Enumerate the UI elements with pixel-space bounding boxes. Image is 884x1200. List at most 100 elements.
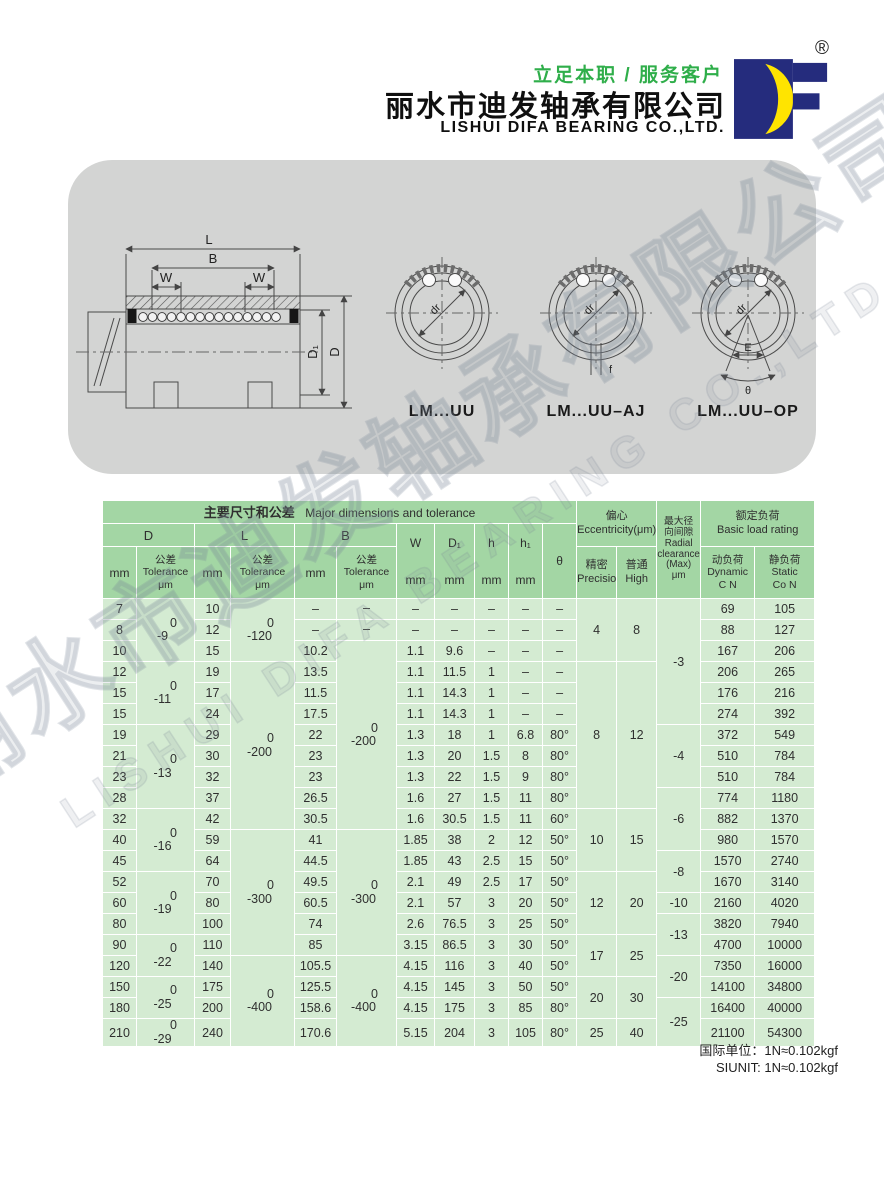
- table-row: 210 0 -29 240 170.6 5.15 204 3 105 80° 25 40 21100 54…: [102, 1018, 816, 1047]
- cell-d1: 20: [434, 745, 475, 767]
- cell-h1: 9: [508, 766, 543, 788]
- cell-static: 34800: [754, 976, 816, 998]
- table-row: 45 64 44.5 1.85 43 2.5 15 50° -8 1570 2740: [102, 850, 816, 893]
- cell-l: 80: [194, 892, 231, 914]
- cell-b: 170.6: [294, 1018, 337, 1047]
- cell-theta: 80°: [541, 745, 578, 767]
- cell-dynamic: 274: [700, 703, 756, 725]
- cell-d_tol: 0 -13: [136, 724, 195, 809]
- tolerance-line: μm: [255, 578, 270, 591]
- dimensions-table: 主要尺寸和公差 Major dimensions and tolerance 偏…: [101, 500, 816, 1047]
- cell-theta: 50°: [541, 892, 578, 914]
- table-row: 60 80 60.5 2.1 57 3 20 50° -10 2160 4020: [102, 892, 816, 914]
- cell-h1: 8: [508, 745, 543, 767]
- clearance-line: 向间隙: [663, 526, 694, 538]
- cell-w: 1.6: [396, 787, 435, 809]
- dim-label-D: D: [327, 347, 342, 356]
- cell-b: –: [294, 619, 337, 641]
- table-row: 52 0 -19 70 49.5 2.1 49 2.5 17 50° 12 20 1670 3140: [102, 871, 816, 935]
- cell-l: 17: [194, 682, 231, 704]
- cell-d: 180: [102, 997, 137, 1019]
- cell-h1: –: [508, 598, 543, 620]
- cell-d: 40: [102, 829, 137, 851]
- cell-l: 240: [194, 1018, 231, 1047]
- load-title-cn: 额定负荷: [735, 509, 780, 522]
- table-row: 180 200 158.6 4.15 175 3 85 80° -25 16400 40000: [102, 997, 816, 1047]
- cell-theta: 50°: [541, 976, 578, 998]
- table-row: 23 32 23 1.3 22 1.5 9 80° 510 784: [102, 766, 816, 788]
- cell-w: 4.15: [396, 976, 435, 998]
- cell-d1: 86.5: [434, 934, 475, 956]
- col-unit: mm: [444, 572, 465, 587]
- cell-d: 21: [102, 745, 137, 767]
- bore-label-dr-2: dr: [582, 302, 598, 318]
- cell-w: 1.1: [396, 703, 435, 725]
- cell-clearance: -10: [656, 892, 702, 914]
- cell-d: 45: [102, 850, 137, 872]
- eccentricity-title-cn: 偏心: [605, 509, 628, 522]
- bearing-front-view-aj: [540, 257, 652, 375]
- cell-theta: 50°: [541, 850, 578, 872]
- cell-d: 120: [102, 955, 137, 977]
- view-caption-op: LM...UU–OP: [697, 403, 799, 420]
- cell-d1: 11.5: [434, 661, 475, 683]
- clearance-line: (Max): [666, 559, 692, 571]
- cell-dynamic: 88: [700, 619, 756, 641]
- cell-d: 52: [102, 871, 137, 893]
- bore-label-dr-1: dr: [428, 302, 444, 318]
- view-caption-aj: LM...UU–AJ: [547, 403, 646, 420]
- cell-h: 3: [474, 976, 509, 998]
- cell-w: 1.3: [396, 724, 435, 746]
- cell-d1: 204: [434, 1018, 475, 1047]
- cell-theta: –: [541, 703, 578, 725]
- basic-load-rating-header: 额定负荷 Basic load rating: [700, 500, 816, 547]
- cell-d: 90: [102, 934, 137, 956]
- cell-dynamic: 167: [700, 640, 756, 662]
- dim-label-B: B: [209, 251, 218, 266]
- cell-theta: 80°: [541, 787, 578, 809]
- cell-d1: 22: [434, 766, 475, 788]
- static-line: 静负荷: [768, 553, 801, 566]
- cell-h: 2.5: [474, 850, 509, 872]
- tolerance-line: μm: [158, 578, 173, 591]
- view-caption-uu: LM...UU: [409, 403, 476, 420]
- cell-b: 41: [294, 829, 337, 851]
- cell-theta: 60°: [541, 808, 578, 830]
- cell-dynamic: 372: [700, 724, 756, 746]
- cell-static: 265: [754, 661, 816, 683]
- cell-h: 1: [474, 661, 509, 683]
- cell-static: 216: [754, 682, 816, 704]
- dynamic-line: 动负荷: [711, 553, 744, 566]
- precision-header: 精密 Precision: [576, 546, 618, 599]
- static-load-header: 静负荷 Static Co N: [754, 546, 816, 599]
- cell-l: 200: [194, 997, 231, 1019]
- cell-dynamic: 206: [700, 661, 756, 683]
- cell-h: 3: [474, 955, 509, 977]
- cell-d: 10: [102, 640, 137, 662]
- cell-d1: 49: [434, 871, 475, 893]
- cell-dynamic: 774: [700, 787, 756, 809]
- cell-b: 17.5: [294, 703, 337, 725]
- cell-h1: 11: [508, 808, 543, 830]
- load-title-en: Basic load rating: [716, 523, 799, 536]
- cell-l_tol: 0 -300: [230, 829, 295, 956]
- cell-h: –: [474, 598, 509, 620]
- table-row: 12 0 -11 19 0 -200 13.5 1.1 11.5 1– –8 12 206 265: [102, 661, 816, 830]
- cell-high: 40: [616, 1018, 658, 1047]
- col-unit: mm: [481, 572, 502, 587]
- registered-trademark-icon: ®: [815, 38, 829, 59]
- tolerance-line: 公差: [356, 553, 377, 566]
- cell-theta: –: [541, 598, 578, 620]
- cell-high: 25: [616, 934, 658, 977]
- cell-theta: 50°: [541, 829, 578, 851]
- table-body: 7 0 -9 10 0 -120– – – – – – –4 8 -3 69 105 8 12– – – – – – –88 1…: [102, 598, 816, 1047]
- cell-static: 392: [754, 703, 816, 725]
- cell-d1: 145: [434, 976, 475, 998]
- cell-b: 22: [294, 724, 337, 746]
- cell-b: 49.5: [294, 871, 337, 893]
- cell-b: 125.5: [294, 976, 337, 998]
- cell-static: 40000: [754, 997, 816, 1019]
- cell-high: 20: [616, 871, 658, 935]
- cell-l: 19: [194, 661, 231, 683]
- eccentricity-header: 偏心 Eccentricity(μm): [576, 500, 658, 547]
